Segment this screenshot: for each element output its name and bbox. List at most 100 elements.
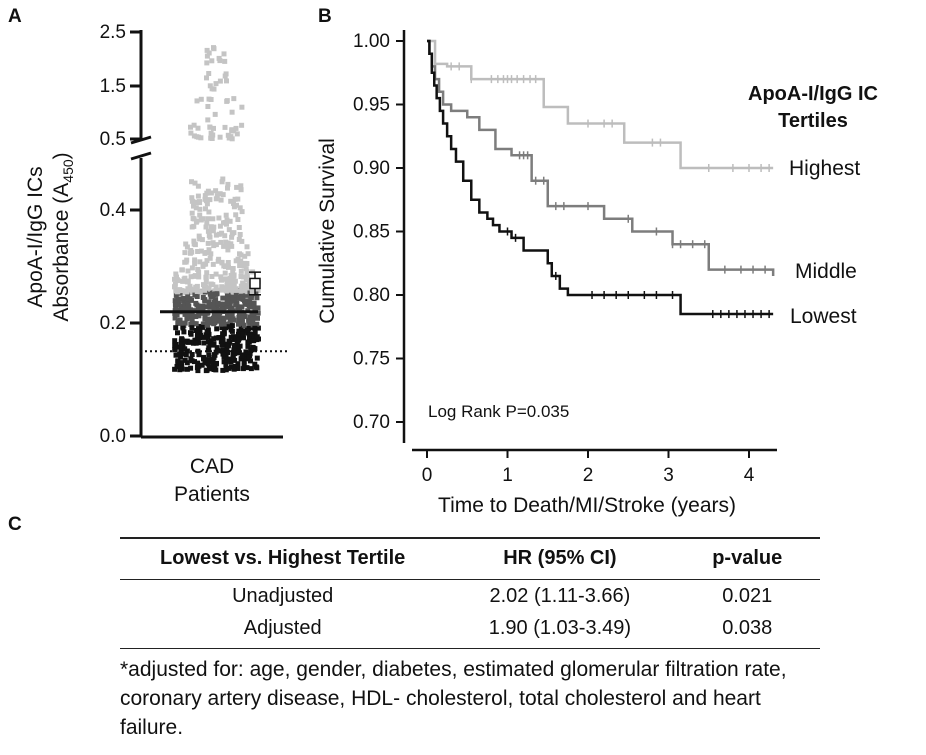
data-point xyxy=(205,216,211,222)
data-point xyxy=(199,362,205,368)
data-point xyxy=(197,212,203,218)
data-point xyxy=(211,336,217,342)
data-point xyxy=(235,217,241,222)
data-point xyxy=(209,136,215,141)
data-point xyxy=(211,224,217,230)
data-point xyxy=(183,259,189,265)
data-point xyxy=(188,321,194,327)
y-tick-label: 0.85 xyxy=(353,222,390,243)
legend-title-line1: ApoA-I/IgG IC xyxy=(748,83,878,105)
data-point xyxy=(206,285,212,291)
data-point xyxy=(214,193,220,199)
data-point xyxy=(185,268,191,274)
data-point xyxy=(206,247,212,253)
data-point xyxy=(211,86,217,92)
data-point xyxy=(219,260,225,266)
data-point xyxy=(184,366,190,372)
data-point xyxy=(203,334,209,340)
y-tick-label: 0.90 xyxy=(353,158,390,179)
data-point xyxy=(205,188,211,194)
series-label-lowest: Lowest xyxy=(790,305,857,328)
data-point xyxy=(210,361,216,367)
data-point xyxy=(200,324,206,330)
data-point xyxy=(238,258,244,264)
data-point xyxy=(178,341,184,347)
data-point xyxy=(236,237,242,242)
data-point xyxy=(198,96,204,102)
data-point xyxy=(174,363,180,369)
data-point xyxy=(189,316,195,322)
data-point xyxy=(175,319,181,325)
data-point xyxy=(231,200,236,206)
data-point xyxy=(228,198,234,204)
data-point xyxy=(188,365,194,371)
data-point xyxy=(215,258,221,264)
data-point xyxy=(206,331,212,337)
data-point xyxy=(230,275,236,281)
data-point xyxy=(214,326,220,332)
mean-square xyxy=(249,277,261,290)
data-point xyxy=(200,216,206,222)
data-point xyxy=(233,125,239,131)
data-point xyxy=(208,190,214,196)
data-point xyxy=(211,312,217,318)
x-axis-label-line2: Patients xyxy=(174,483,250,506)
data-point xyxy=(241,263,247,269)
data-point xyxy=(225,181,231,187)
data-point xyxy=(244,285,250,291)
data-point xyxy=(244,244,250,250)
data-point xyxy=(245,251,251,257)
table-row: Unadjusted 2.02 (1.11-3.66) 0.021 xyxy=(120,580,820,613)
data-point xyxy=(206,50,212,56)
data-point xyxy=(222,233,228,239)
data-point xyxy=(216,318,222,324)
data-point xyxy=(189,352,195,357)
data-point xyxy=(249,325,255,331)
series-lowest xyxy=(427,39,774,319)
data-point xyxy=(238,311,244,317)
data-point xyxy=(210,282,216,288)
data-point xyxy=(226,365,232,371)
data-point xyxy=(175,296,181,302)
data-point xyxy=(193,340,199,346)
series-middle xyxy=(427,39,775,276)
data-point xyxy=(229,231,235,237)
y-tick-label: 0.2 xyxy=(100,313,126,334)
data-point xyxy=(178,347,184,353)
data-point xyxy=(242,314,248,320)
data-point xyxy=(188,274,194,280)
panel-a-scatter: 2.5 1.5 0.5 0.4 0.2 0.0 ApoA-I/IgG ICs A… xyxy=(24,22,287,506)
data-point xyxy=(242,288,248,294)
data-point xyxy=(210,240,216,246)
data-point xyxy=(244,261,250,266)
data-point xyxy=(214,345,220,351)
data-point xyxy=(205,360,210,365)
y-tick-label: 0.95 xyxy=(353,95,390,116)
data-point xyxy=(200,321,206,327)
data-point xyxy=(210,261,216,267)
data-point xyxy=(216,231,222,237)
data-point xyxy=(187,296,193,302)
data-point xyxy=(210,132,216,138)
data-point xyxy=(201,282,206,288)
data-point xyxy=(213,188,219,194)
data-point xyxy=(225,350,230,355)
data-point xyxy=(182,302,188,308)
data-point xyxy=(211,354,217,360)
data-point xyxy=(224,300,230,306)
data-point xyxy=(251,300,257,306)
data-point xyxy=(229,243,235,249)
row-pvalue: 0.038 xyxy=(674,612,820,649)
data-point xyxy=(189,210,195,216)
data-point xyxy=(239,104,245,110)
data-point xyxy=(208,251,214,257)
data-point xyxy=(176,344,182,350)
data-point xyxy=(207,342,213,348)
data-point xyxy=(241,359,247,365)
data-point xyxy=(210,228,216,234)
data-point xyxy=(216,335,222,340)
data-point xyxy=(212,317,218,323)
data-point xyxy=(222,270,228,276)
data-point xyxy=(236,319,242,325)
data-point xyxy=(174,274,179,280)
